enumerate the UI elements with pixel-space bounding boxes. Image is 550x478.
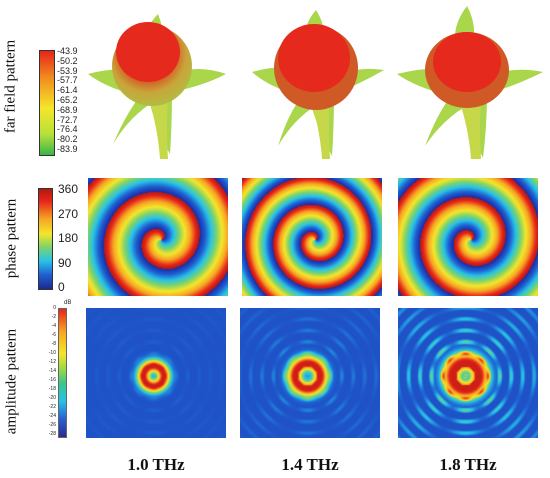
amplitude-unit-label: dB	[64, 300, 72, 306]
tick-label: -76.4	[57, 124, 78, 135]
phase-pattern-1-0-thz	[88, 178, 228, 296]
tick-label: -68.9	[57, 104, 78, 115]
phase-tick-labels: 360 270 180 90 0	[58, 182, 88, 294]
tick-label: -8	[51, 341, 56, 347]
frequency-label-1-4-thz: 1.4 THz	[281, 455, 339, 474]
tick-label: -4	[51, 323, 56, 329]
tick-label: 360	[58, 182, 79, 196]
tick-label: -83.9	[57, 144, 78, 154]
phase-row-label: phase pattern	[3, 198, 20, 279]
far-field-pattern-1-0-thz	[88, 4, 228, 162]
tick-label: -72.7	[57, 114, 78, 125]
phase-pattern-1-8-thz	[398, 178, 538, 296]
tick-label: -28	[48, 431, 56, 437]
amplitude-tick-labels: 0 -2 -4 -6 -8 -10 -12 -14 -16 -18 -20 -22 -24 -26 -28	[44, 305, 56, 439]
tick-label: -80.2	[57, 134, 78, 145]
tick-label: 180	[58, 231, 79, 245]
far-field-row-label: far field pattern	[2, 39, 19, 134]
tick-label: -10	[48, 350, 56, 356]
far-field-pattern-1-4-thz	[248, 4, 388, 162]
tick-label: -6	[51, 332, 56, 338]
amplitude-pattern-1-8-thz	[398, 308, 538, 438]
amplitude-row-label: amplitude pattern	[3, 328, 20, 435]
tick-label: -61.4	[57, 85, 78, 96]
frequency-label-1-8-thz: 1.8 THz	[439, 455, 497, 474]
tick-label: -12	[48, 359, 56, 365]
tick-label: -16	[48, 377, 56, 383]
far-field-colorbar	[39, 50, 55, 156]
tick-label: -26	[48, 422, 56, 428]
amplitude-pattern-1-4-thz	[240, 308, 380, 438]
far-field-pattern-1-8-thz	[395, 4, 545, 162]
tick-label: -53.9	[57, 65, 78, 76]
far-field-tick-labels: -43.9 -50.2 -53.9 -57.7 -61.4 -65.2 -68.9 -72.7…	[57, 46, 97, 158]
tick-label: -2	[51, 314, 56, 320]
phase-pattern-1-4-thz	[242, 178, 382, 296]
amplitude-pattern-1-0-thz	[86, 308, 226, 438]
tick-label: 0	[58, 280, 65, 294]
tick-label: -18	[48, 386, 56, 392]
tick-label: -43.9	[57, 46, 78, 56]
amplitude-colorbar	[58, 308, 67, 438]
tick-label: -24	[48, 413, 56, 419]
tick-label: -22	[48, 404, 56, 410]
tick-label: 270	[58, 206, 79, 221]
frequency-label-1-0-thz: 1.0 THz	[127, 455, 185, 474]
tick-label: -14	[48, 368, 56, 374]
tick-label: -65.2	[57, 95, 78, 105]
tick-label: 90	[58, 255, 72, 270]
tick-label: -57.7	[57, 75, 78, 86]
tick-label: -50.2	[57, 55, 78, 66]
tick-label: 0	[53, 305, 56, 311]
tick-label: -20	[48, 395, 56, 401]
phase-colorbar	[38, 188, 53, 290]
